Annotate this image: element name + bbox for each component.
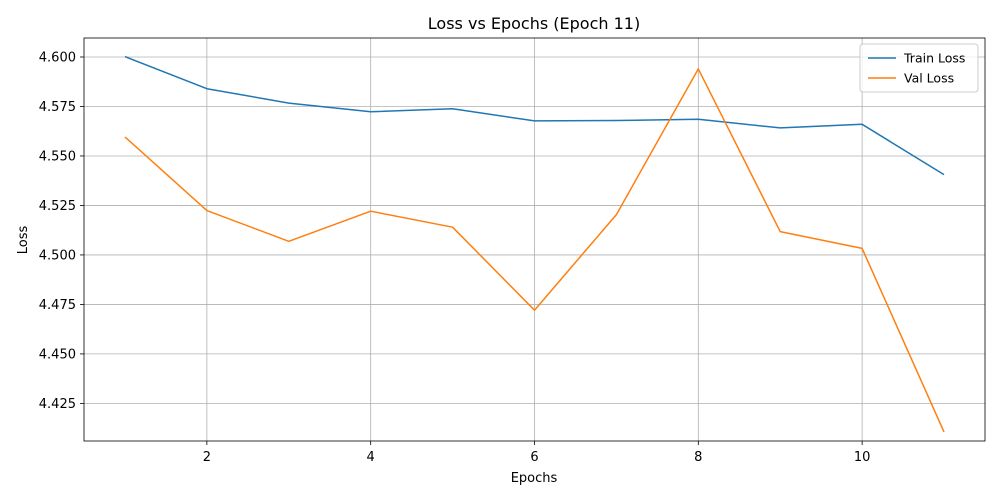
x-tick-label: 8	[694, 450, 702, 465]
y-tick-label: 4.500	[39, 248, 76, 263]
chart-title: Loss vs Epochs (Epoch 11)	[428, 14, 640, 33]
x-tick-label: 2	[203, 450, 211, 465]
y-tick-label: 4.600	[39, 51, 76, 66]
legend-box	[859, 43, 979, 93]
y-tick-label: 4.450	[39, 347, 76, 362]
series-line-val-loss	[124, 68, 945, 433]
legend-label: Val Loss	[904, 71, 954, 86]
y-axis-ticks: 4.425 4.450 4.475 4.500 4.525 4.550 4.575 4.600	[39, 51, 84, 412]
series-line-train-loss	[124, 55, 945, 176]
y-tick-label: 4.475	[39, 298, 76, 313]
y-tick-label: 4.575	[39, 100, 76, 115]
y-tick-label: 4.550	[39, 149, 76, 164]
x-tick-label: 4	[367, 450, 375, 465]
series-lines	[124, 55, 945, 433]
y-tick-label: 4.525	[39, 199, 76, 214]
x-tick-label: 10	[854, 450, 871, 465]
y-axis-label: Loss	[16, 226, 31, 255]
y-tick-label: 4.425	[39, 397, 76, 412]
legend: Train Loss Val Loss	[859, 43, 979, 93]
grid-lines	[84, 38, 985, 441]
x-axis-ticks: 2 4 6 8 10	[203, 441, 871, 465]
x-tick-label: 6	[530, 450, 538, 465]
x-axis-label: Epochs	[511, 471, 558, 486]
legend-label: Train Loss	[903, 51, 965, 66]
